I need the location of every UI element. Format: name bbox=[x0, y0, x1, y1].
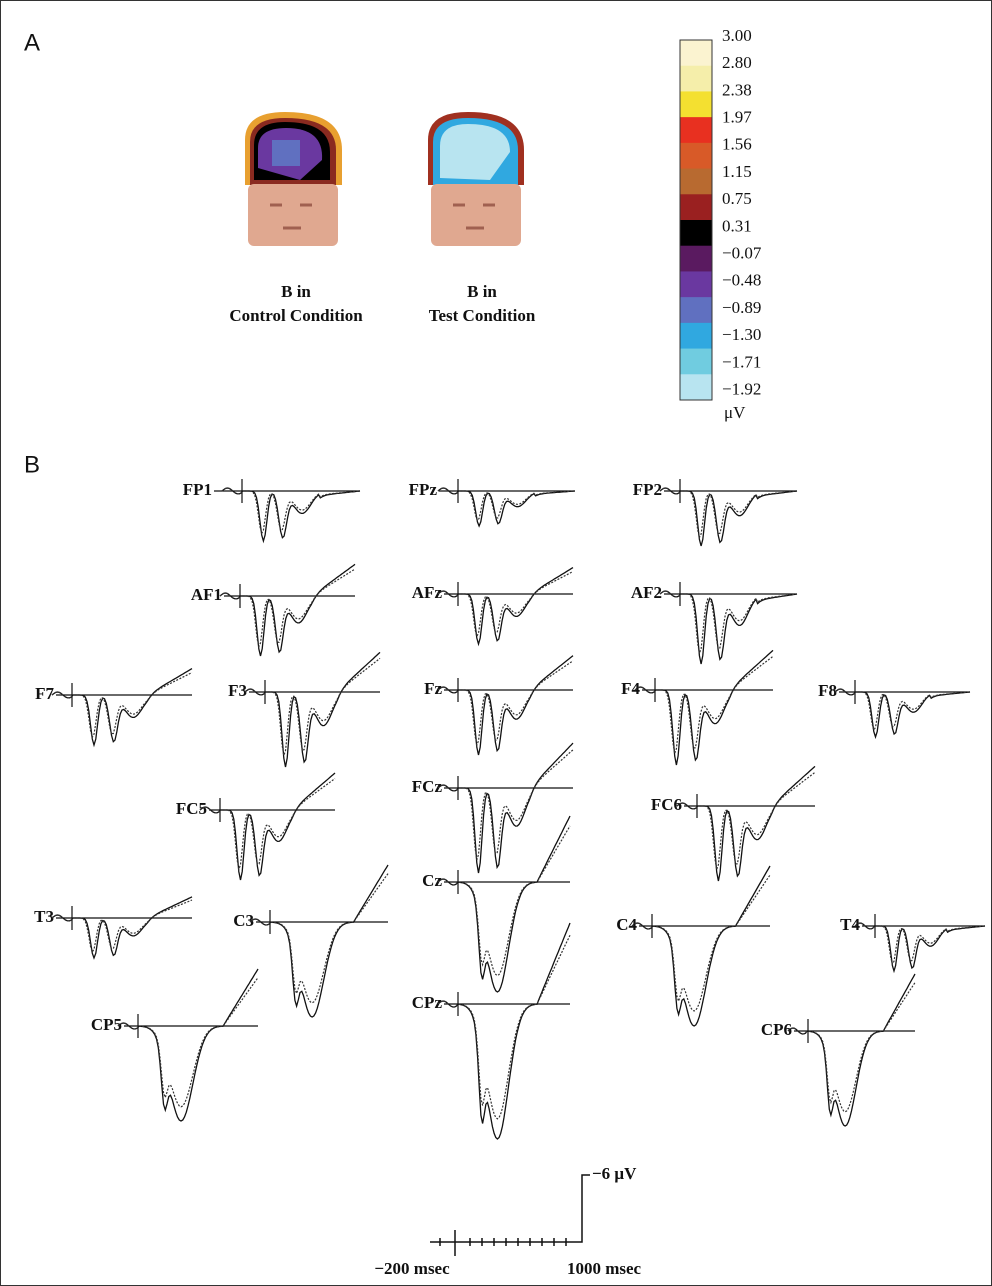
color-swatch bbox=[680, 194, 712, 220]
electrode-label: F8 bbox=[818, 681, 837, 700]
colorbar-label: −0.48 bbox=[722, 271, 761, 290]
colorbar-label: 0.75 bbox=[722, 189, 752, 208]
electrode-label: FPz bbox=[409, 480, 438, 499]
color-swatch bbox=[680, 40, 712, 66]
colorbar-label: 0.31 bbox=[722, 216, 752, 235]
electrode-label: CPz bbox=[412, 993, 443, 1012]
head-map bbox=[428, 112, 524, 246]
map-title: B in bbox=[467, 282, 497, 301]
colorbar-label: −1.71 bbox=[722, 352, 761, 371]
map-title: Control Condition bbox=[229, 306, 363, 325]
color-swatch bbox=[680, 323, 712, 349]
color-swatch bbox=[680, 271, 712, 297]
scale-amplitude: −6 μV bbox=[592, 1164, 637, 1183]
colorbar-label: 1.15 bbox=[722, 162, 752, 181]
color-swatch bbox=[680, 117, 712, 143]
electrode-label: F3 bbox=[228, 681, 247, 700]
colorbar-label: 1.97 bbox=[722, 108, 752, 127]
map-title: Test Condition bbox=[429, 306, 536, 325]
electrode-label: FC6 bbox=[651, 795, 682, 814]
electrode-label: FP2 bbox=[633, 480, 662, 499]
electrode-label: T3 bbox=[34, 907, 54, 926]
colorbar-label: 1.56 bbox=[722, 135, 752, 154]
scale-time-end: 1000 msec bbox=[567, 1259, 642, 1278]
colorbar-label: −0.07 bbox=[722, 244, 762, 263]
colorbar-label: 2.38 bbox=[722, 80, 752, 99]
electrode-label: F7 bbox=[35, 684, 54, 703]
color-swatch bbox=[680, 143, 712, 169]
electrode-label: CP5 bbox=[91, 1015, 122, 1034]
panel-label: A bbox=[24, 29, 40, 56]
map-title: B in bbox=[281, 282, 311, 301]
electrode-label: AF2 bbox=[631, 583, 662, 602]
color-swatch bbox=[680, 297, 712, 323]
electrode-label: CP6 bbox=[761, 1020, 792, 1039]
electrode-label: AFz bbox=[412, 583, 443, 602]
electrode-label: AF1 bbox=[191, 585, 222, 604]
color-swatch bbox=[680, 66, 712, 92]
electrode-label: FCz bbox=[412, 777, 443, 796]
colorbar-label: 2.80 bbox=[722, 53, 752, 72]
color-swatch bbox=[680, 220, 712, 246]
figure: A B B in Control Condition B in Test Con… bbox=[0, 0, 992, 1286]
colorbar-label: −1.92 bbox=[722, 380, 761, 399]
panel-label: B bbox=[24, 451, 40, 478]
head-map bbox=[245, 112, 342, 246]
color-swatch bbox=[680, 169, 712, 195]
colorbar-label: 3.00 bbox=[722, 26, 752, 45]
colorbar-unit: μV bbox=[724, 403, 746, 422]
colorbar-label: −1.30 bbox=[722, 325, 761, 344]
electrode-label: C3 bbox=[233, 911, 254, 930]
electrode-label: FP1 bbox=[183, 480, 212, 499]
color-swatch bbox=[680, 349, 712, 375]
scale-time-start: −200 msec bbox=[374, 1259, 450, 1278]
color-swatch bbox=[680, 374, 712, 400]
colorbar-label: −0.89 bbox=[722, 298, 761, 317]
color-swatch bbox=[680, 246, 712, 272]
color-swatch bbox=[680, 91, 712, 117]
